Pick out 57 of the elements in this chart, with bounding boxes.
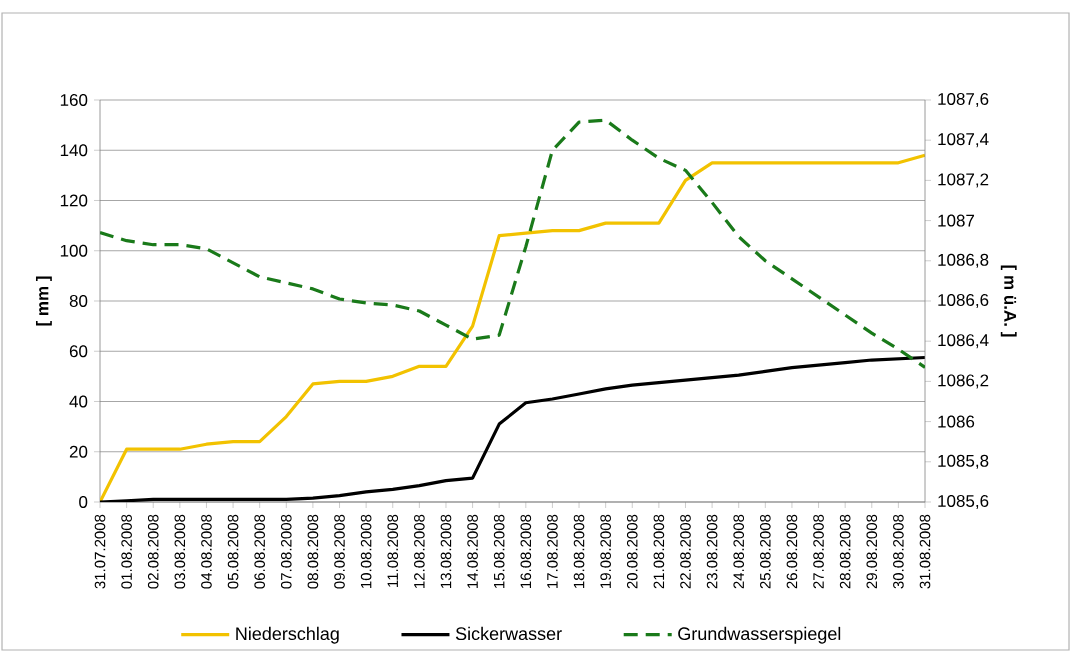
x-tick-label: 29.08.2008 [866, 514, 878, 589]
x-tick-label: 02.08.2008 [147, 514, 159, 589]
x-tick-label: 30.08.2008 [893, 514, 904, 589]
x-tick-label: 17.08.2008 [547, 514, 558, 588]
y2-axis-title: [ m ü.A. ] [1000, 265, 1017, 337]
x-tick-label: 03.08.2008 [174, 514, 186, 589]
y-tick-label: 40 [69, 395, 88, 408]
x-tick-label: 27.08.2008 [813, 514, 824, 589]
y-tick-label: 100 [60, 244, 88, 257]
x-tick-label: 12.08.2008 [414, 514, 425, 588]
x-tick-label: 18.08.2008 [573, 514, 585, 588]
x-tick-label: 25.08.2008 [760, 514, 771, 589]
y2-tick-label: 1086,4 [938, 334, 989, 349]
x-tick-label: 31.07.2008 [94, 514, 106, 589]
x-tick-label: 16.08.2008 [520, 514, 532, 588]
y2-tick-label: 1086 [938, 415, 975, 428]
y2-tick-label: 1087 [938, 214, 975, 227]
legend-label: Grundwasserspiegel [678, 626, 841, 644]
y2-tick-label: 1087,6 [938, 92, 989, 107]
y2-tick-label: 1086,6 [938, 293, 989, 308]
y2-tick-label: 1085,6 [938, 494, 989, 509]
y-tick-label: 20 [69, 445, 88, 458]
x-tick-label: 23.08.2008 [706, 514, 718, 589]
y2-tick-label: 1085,8 [938, 454, 989, 469]
x-tick-label: 13.08.2008 [440, 514, 452, 588]
y-tick-label: 80 [69, 294, 88, 307]
legend-label: Sickerwasser [455, 626, 562, 641]
y-axis-title: [ mm ] [35, 276, 52, 326]
y-tick-label: 140 [60, 144, 88, 157]
y-tick-label: 160 [60, 93, 88, 106]
y2-tick-label: 1086,2 [938, 374, 989, 389]
y2-tick-label: 1087,4 [938, 133, 989, 148]
x-tick-label: 11.08.2008 [387, 514, 399, 587]
x-tick-label: 31.08.2008 [919, 514, 931, 589]
y2-tick-label: 1087,2 [938, 173, 989, 188]
x-tick-label: 07.08.2008 [280, 514, 292, 589]
x-tick-label: 08.08.2008 [307, 514, 319, 589]
x-tick-label: 01.08.2008 [121, 514, 132, 589]
x-tick-label: 20.08.2008 [626, 514, 638, 589]
legend-label: Niederschlag [236, 626, 339, 644]
y-tick-label: 0 [79, 495, 88, 508]
x-tick-label: 06.08.2008 [254, 514, 265, 589]
x-tick-label: 15.08.2008 [493, 514, 505, 588]
x-tick-label: 05.08.2008 [227, 514, 239, 589]
x-tick-label: 09.08.2008 [334, 514, 345, 589]
y-tick-label: 120 [60, 194, 88, 207]
x-tick-label: 10.08.2008 [360, 514, 372, 588]
x-tick-label: 22.08.2008 [680, 514, 691, 589]
x-tick-label: 04.08.2008 [201, 514, 212, 589]
x-tick-label: 24.08.2008 [733, 514, 745, 589]
x-tick-label: 21.08.2008 [653, 514, 665, 589]
y2-tick-label: 1086,8 [938, 253, 989, 268]
x-tick-label: 19.08.2008 [600, 514, 611, 588]
x-tick-label: 14.08.2008 [467, 514, 478, 588]
x-tick-label: 28.08.2008 [839, 514, 851, 589]
y-tick-label: 60 [69, 345, 88, 358]
x-tick-label: 26.08.2008 [786, 514, 798, 589]
